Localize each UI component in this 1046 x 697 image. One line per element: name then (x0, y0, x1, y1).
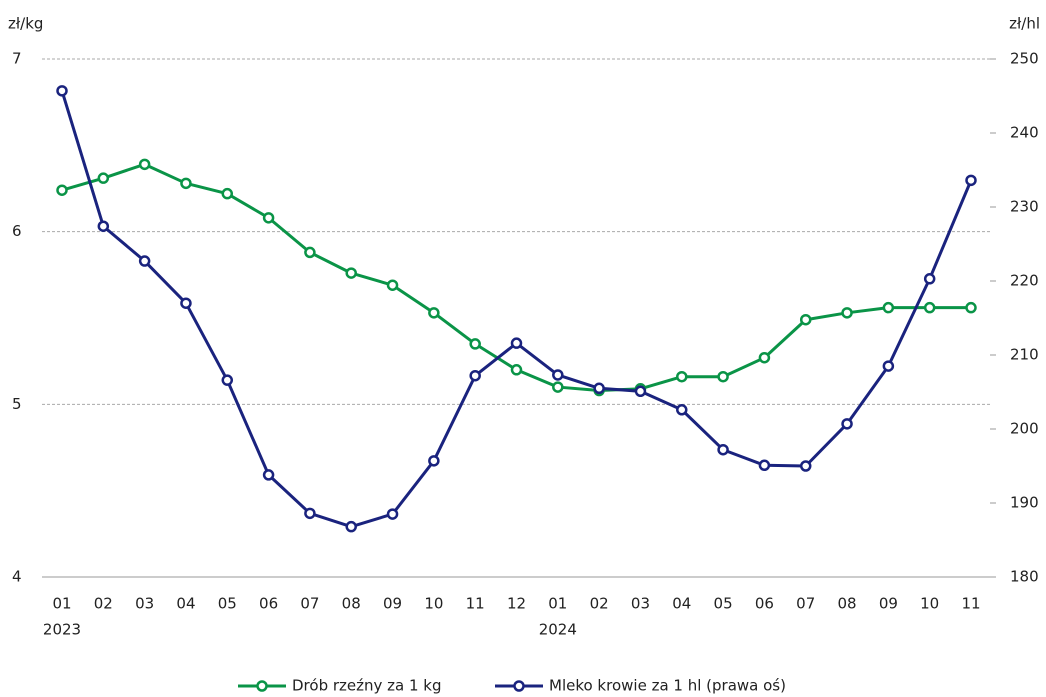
x-tick-label: 09 (879, 595, 898, 613)
data-point (180, 297, 192, 309)
data-point (469, 369, 481, 382)
x-tick-label: 12 (507, 595, 526, 613)
x-tick-label: 01 (52, 595, 71, 613)
data-point (923, 301, 936, 314)
x-tick-label: 08 (837, 595, 856, 613)
data-point (923, 273, 936, 285)
x-tick-label: 07 (300, 595, 319, 613)
data-point (262, 212, 275, 224)
data-point (965, 301, 977, 314)
data-point (345, 520, 357, 533)
x-tick-label: 01 (548, 595, 567, 613)
data-point (676, 404, 688, 416)
data-point (469, 338, 481, 350)
x-tick-label: 06 (259, 595, 278, 613)
y-tick-label: 7 (12, 50, 22, 68)
data-point (138, 255, 151, 267)
x-year-label: 2023 (43, 621, 81, 639)
legend-label: Mleko krowie za 1 hl (prawa oś) (549, 677, 786, 695)
data-point (138, 158, 151, 171)
data-point (221, 374, 234, 386)
legend-marker (256, 680, 268, 692)
data-point (56, 85, 68, 97)
x-tick-label: 02 (590, 595, 609, 613)
series-line (60, 90, 973, 529)
x-year-label: 2024 (539, 621, 577, 639)
data-point (386, 508, 399, 520)
data-point (552, 381, 564, 393)
data-point (428, 307, 440, 319)
data-point (386, 279, 399, 291)
x-tick-label: 07 (796, 595, 815, 613)
y2-axis-unit: zł/hl (1009, 15, 1040, 33)
data-point (799, 460, 812, 472)
data-point (345, 267, 357, 279)
y2-tick-label: 240 (1010, 124, 1039, 142)
x-tick-label: 11 (466, 595, 485, 613)
data-point (676, 370, 688, 383)
data-point (180, 177, 192, 190)
x-tick-label: 08 (342, 595, 361, 613)
data-point (97, 172, 110, 184)
series-line (61, 162, 971, 393)
y-axis-unit: zł/kg (8, 15, 43, 33)
y2-tick-label: 230 (1010, 198, 1039, 216)
legend-marker (513, 680, 525, 692)
y-tick-label: 4 (12, 568, 22, 586)
data-point (593, 382, 605, 395)
data-point (56, 184, 68, 196)
data-point (841, 307, 853, 319)
data-point (758, 351, 771, 364)
data-point (758, 459, 771, 472)
y2-tick-label: 220 (1010, 272, 1039, 290)
x-tick-label: 11 (961, 595, 980, 613)
y2-tick-label: 250 (1010, 50, 1039, 68)
x-tick-label: 03 (631, 595, 650, 613)
data-point (799, 313, 812, 326)
data-point (634, 385, 647, 398)
x-tick-label: 04 (176, 595, 195, 613)
data-point (510, 337, 523, 349)
y2-tick-label: 200 (1010, 420, 1039, 438)
x-tick-label: 10 (424, 595, 443, 613)
x-tick-label: 02 (94, 595, 113, 613)
data-point (841, 418, 853, 430)
y-tick-label: 5 (12, 395, 22, 413)
x-tick-label: 06 (755, 595, 774, 613)
y2-tick-label: 210 (1010, 346, 1039, 364)
data-point (221, 187, 234, 200)
data-point (304, 246, 316, 259)
y2-tick-label: 180 (1010, 568, 1039, 586)
data-point (965, 174, 977, 187)
y-tick-label: 6 (12, 222, 22, 240)
data-point (428, 455, 440, 467)
x-tick-label: 03 (135, 595, 154, 613)
data-point (717, 370, 729, 383)
data-point (882, 301, 895, 314)
x-tick-label: 09 (383, 595, 402, 613)
data-point (510, 364, 523, 376)
data-point (552, 369, 564, 381)
x-tick-label: 05 (714, 595, 733, 613)
x-tick-label: 10 (920, 595, 939, 613)
data-point (882, 360, 895, 372)
x-tick-label: 05 (218, 595, 237, 613)
y2-tick-label: 190 (1010, 494, 1039, 512)
data-point (262, 469, 275, 481)
data-point (717, 443, 729, 456)
legend-label: Drób rzeźny za 1 kg (292, 677, 442, 695)
x-tick-label: 04 (672, 595, 691, 613)
data-point (304, 507, 316, 520)
data-point (97, 220, 110, 232)
